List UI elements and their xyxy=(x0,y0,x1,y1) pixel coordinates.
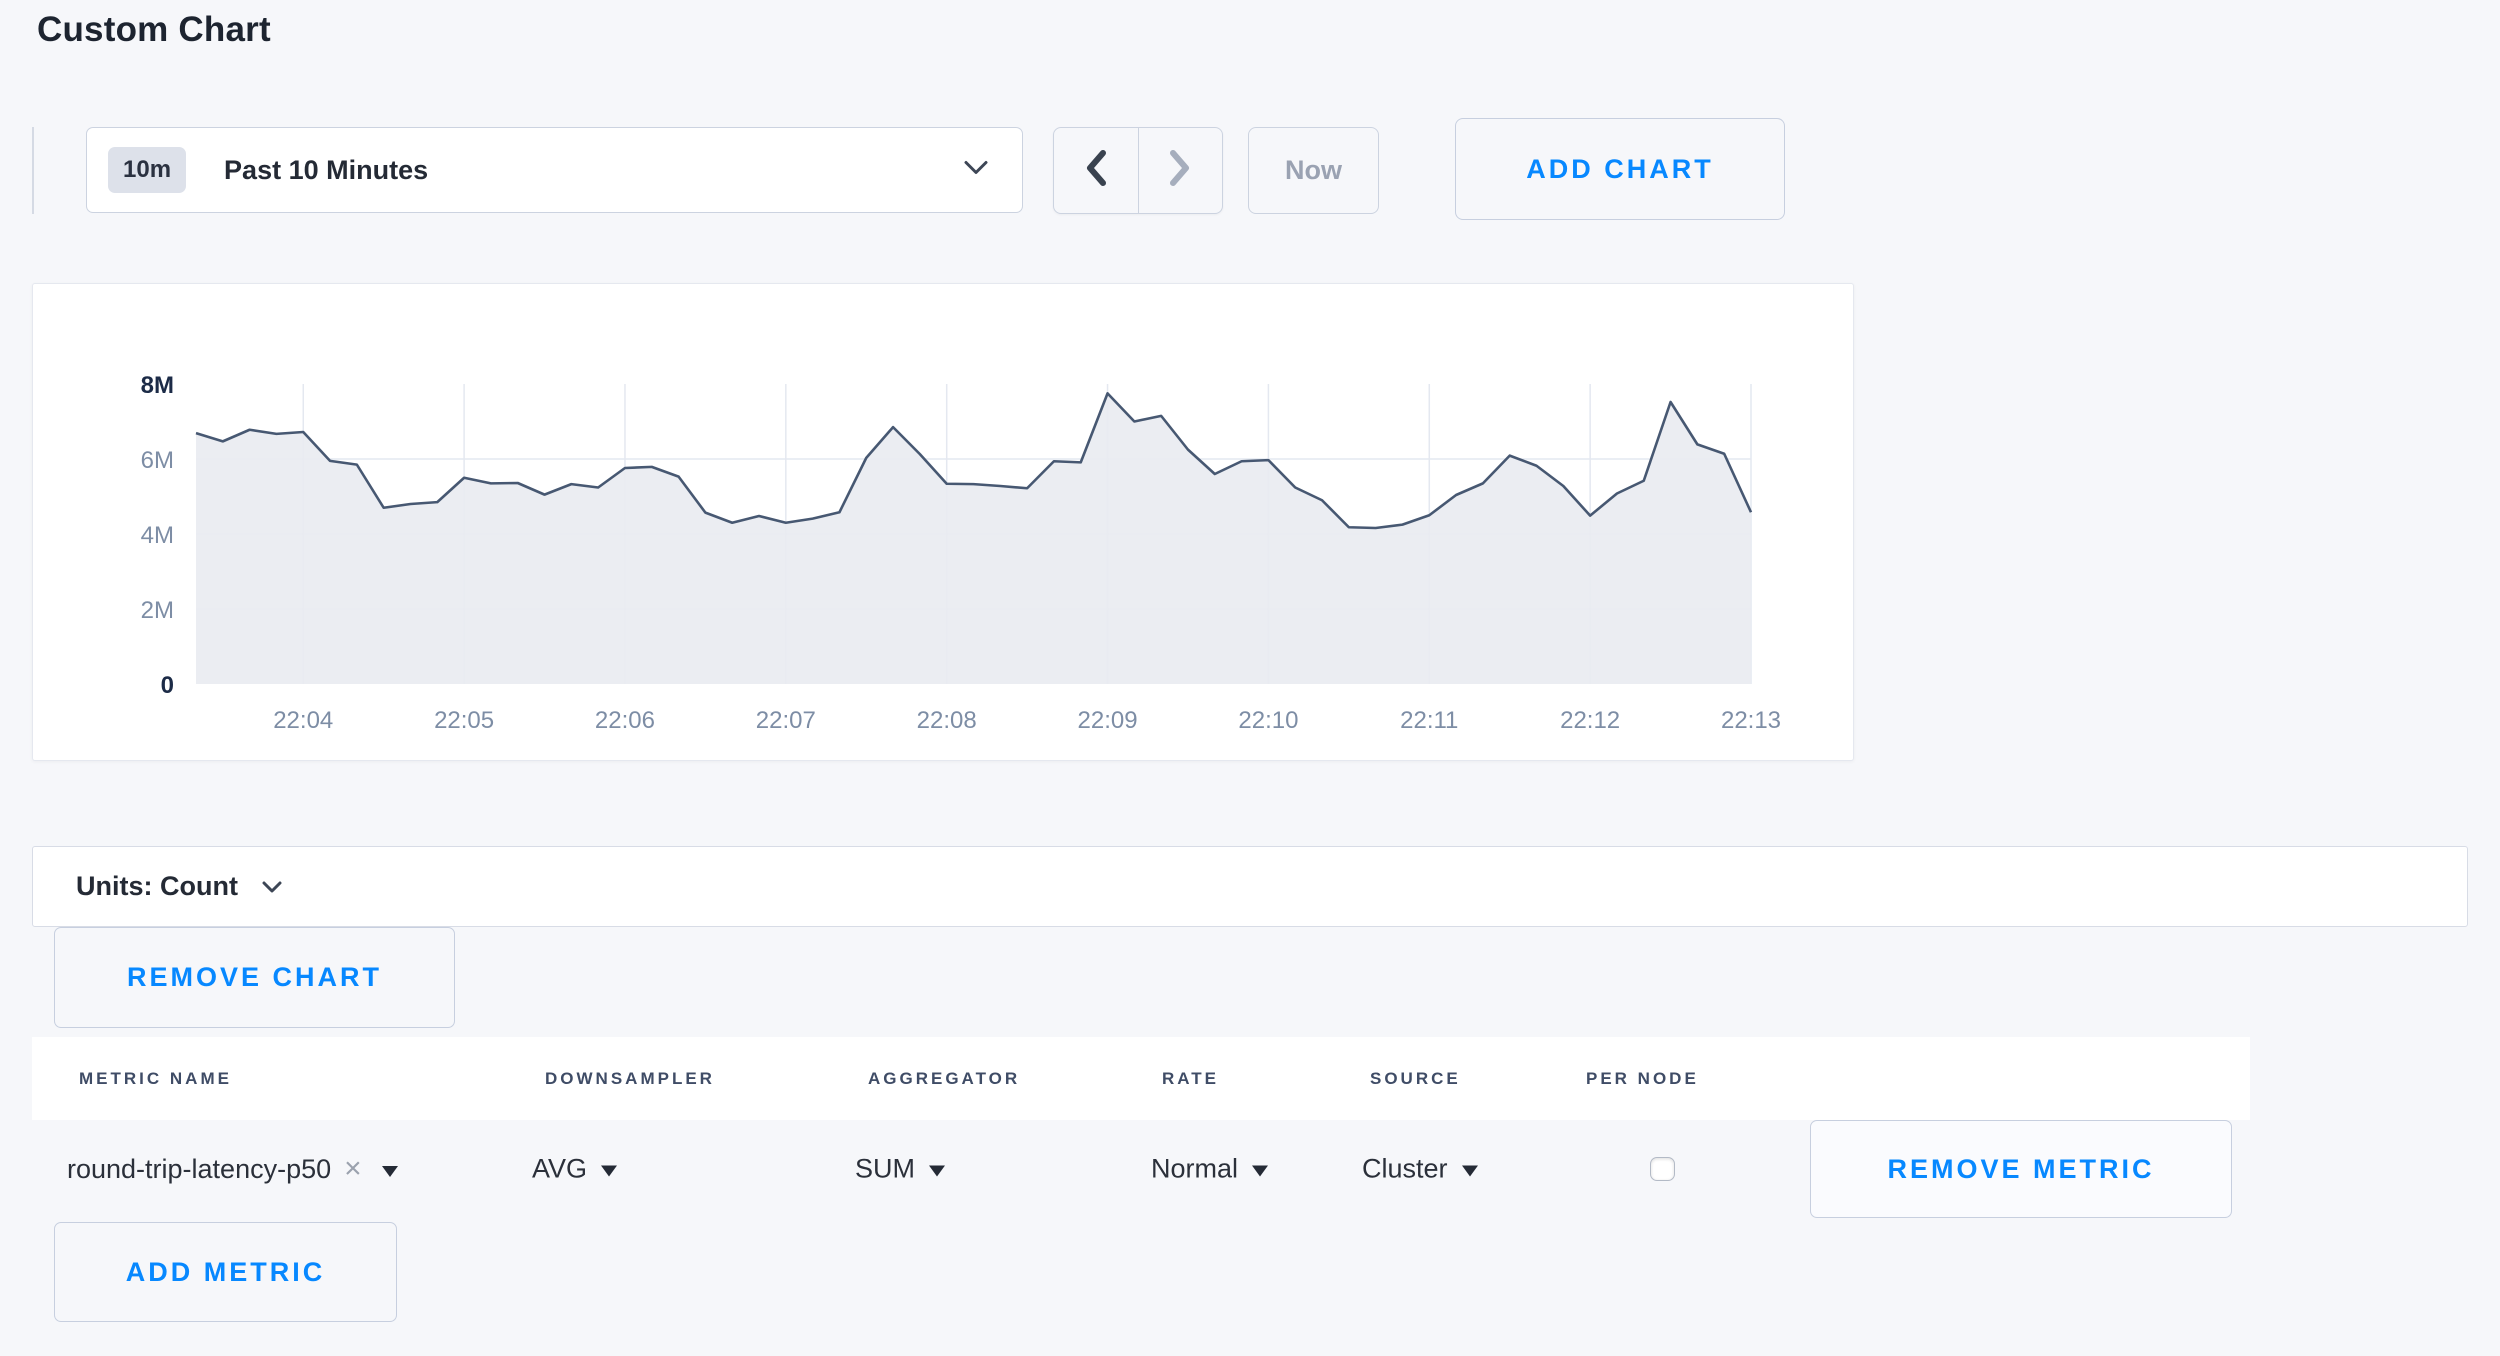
chevron-down-icon xyxy=(964,161,988,180)
x-axis-label: 22:06 xyxy=(595,707,655,734)
per-node-checkbox[interactable] xyxy=(1650,1157,1675,1181)
x-axis-label: 22:07 xyxy=(756,707,816,734)
x-axis-label: 22:11 xyxy=(1400,707,1458,734)
time-step-controls xyxy=(1053,127,1223,214)
y-axis-label: 2M xyxy=(141,597,174,624)
add-metric-button[interactable]: ADD METRIC xyxy=(54,1222,397,1322)
clear-metric-icon[interactable]: × xyxy=(344,1152,362,1185)
source-dropdown[interactable]: Cluster xyxy=(1362,1154,1478,1185)
header-metric-name: METRIC NAME xyxy=(79,1068,232,1088)
now-button[interactable]: Now xyxy=(1248,127,1379,214)
caret-down-icon xyxy=(1461,1165,1478,1177)
caret-down-icon xyxy=(1252,1165,1269,1177)
time-range-badge: 10m xyxy=(108,147,187,193)
downsampler-value: AVG xyxy=(532,1153,588,1184)
metric-name-dropdown[interactable]: round-trip-latency-p50 × xyxy=(67,1152,398,1186)
y-axis-label: 4M xyxy=(141,522,174,549)
aggregator-dropdown[interactable]: SUM xyxy=(855,1154,945,1185)
units-bar: Units: Count xyxy=(32,846,2468,927)
caret-down-icon xyxy=(381,1165,398,1177)
time-step-forward-button[interactable] xyxy=(1139,128,1223,213)
x-axis-label: 22:09 xyxy=(1078,707,1138,734)
time-range-dropdown[interactable]: 10m Past 10 Minutes xyxy=(86,127,1023,213)
y-axis-label: 6M xyxy=(141,447,174,474)
header-aggregator: AGGREGATOR xyxy=(868,1068,1021,1088)
chart-area xyxy=(196,393,1751,684)
timeseries-chart-card: 0 2M 4M 6M 8M 22:04 22:05 22:06 22:07 22:08 22:09 2… xyxy=(32,283,1854,761)
time-range-label: Past 10 Minutes xyxy=(224,154,429,185)
remove-metric-button[interactable]: REMOVE METRIC xyxy=(1810,1120,2232,1218)
header-per-node: PER NODE xyxy=(1586,1068,1699,1088)
x-axis-label: 22:08 xyxy=(917,707,977,734)
aggregator-value: SUM xyxy=(855,1153,915,1184)
chevron-left-icon xyxy=(1084,149,1108,192)
source-value: Cluster xyxy=(1362,1153,1448,1184)
rate-dropdown[interactable]: Normal xyxy=(1151,1153,1269,1185)
page-title: Custom Chart xyxy=(37,10,271,49)
header-source: SOURCE xyxy=(1370,1068,1461,1088)
header-rate: RATE xyxy=(1162,1068,1220,1088)
metric-name-value: round-trip-latency-p50 xyxy=(67,1153,332,1184)
x-axis-label: 22:10 xyxy=(1238,707,1298,734)
metric-row: round-trip-latency-p50 × AVG SUM Normal … xyxy=(0,1120,2500,1218)
add-chart-button[interactable]: ADD CHART xyxy=(1455,118,1785,220)
x-axis-label: 22:12 xyxy=(1560,707,1620,734)
x-axis-label: 22:04 xyxy=(273,707,333,734)
timeseries-chart-svg: 0 2M 4M 6M 8M 22:04 22:05 22:06 22:07 22:08 22:09 2… xyxy=(141,372,1781,734)
header-downsampler: DOWNSAMPLER xyxy=(545,1068,715,1088)
y-axis-label: 0 xyxy=(161,672,174,699)
caret-down-icon xyxy=(601,1165,618,1177)
caret-down-icon xyxy=(929,1165,945,1177)
chevron-right-icon xyxy=(1168,149,1192,192)
units-label: Units: Count xyxy=(76,871,238,901)
y-axis-label: 8M xyxy=(141,372,174,399)
units-dropdown[interactable]: Units: Count xyxy=(76,871,282,902)
time-step-back-button[interactable] xyxy=(1054,128,1139,213)
x-axis-label: 22:13 xyxy=(1721,707,1781,734)
metrics-table-header: METRIC NAME DOWNSAMPLER AGGREGATOR RATE … xyxy=(32,1037,2250,1120)
x-axis-label: 22:05 xyxy=(434,707,494,734)
downsampler-dropdown[interactable]: AVG xyxy=(532,1153,618,1185)
remove-chart-button[interactable]: REMOVE CHART xyxy=(54,927,455,1028)
rate-value: Normal xyxy=(1151,1153,1239,1184)
toolbar-divider xyxy=(32,127,34,214)
chevron-down-icon xyxy=(262,880,282,898)
chart-line xyxy=(195,392,1753,530)
